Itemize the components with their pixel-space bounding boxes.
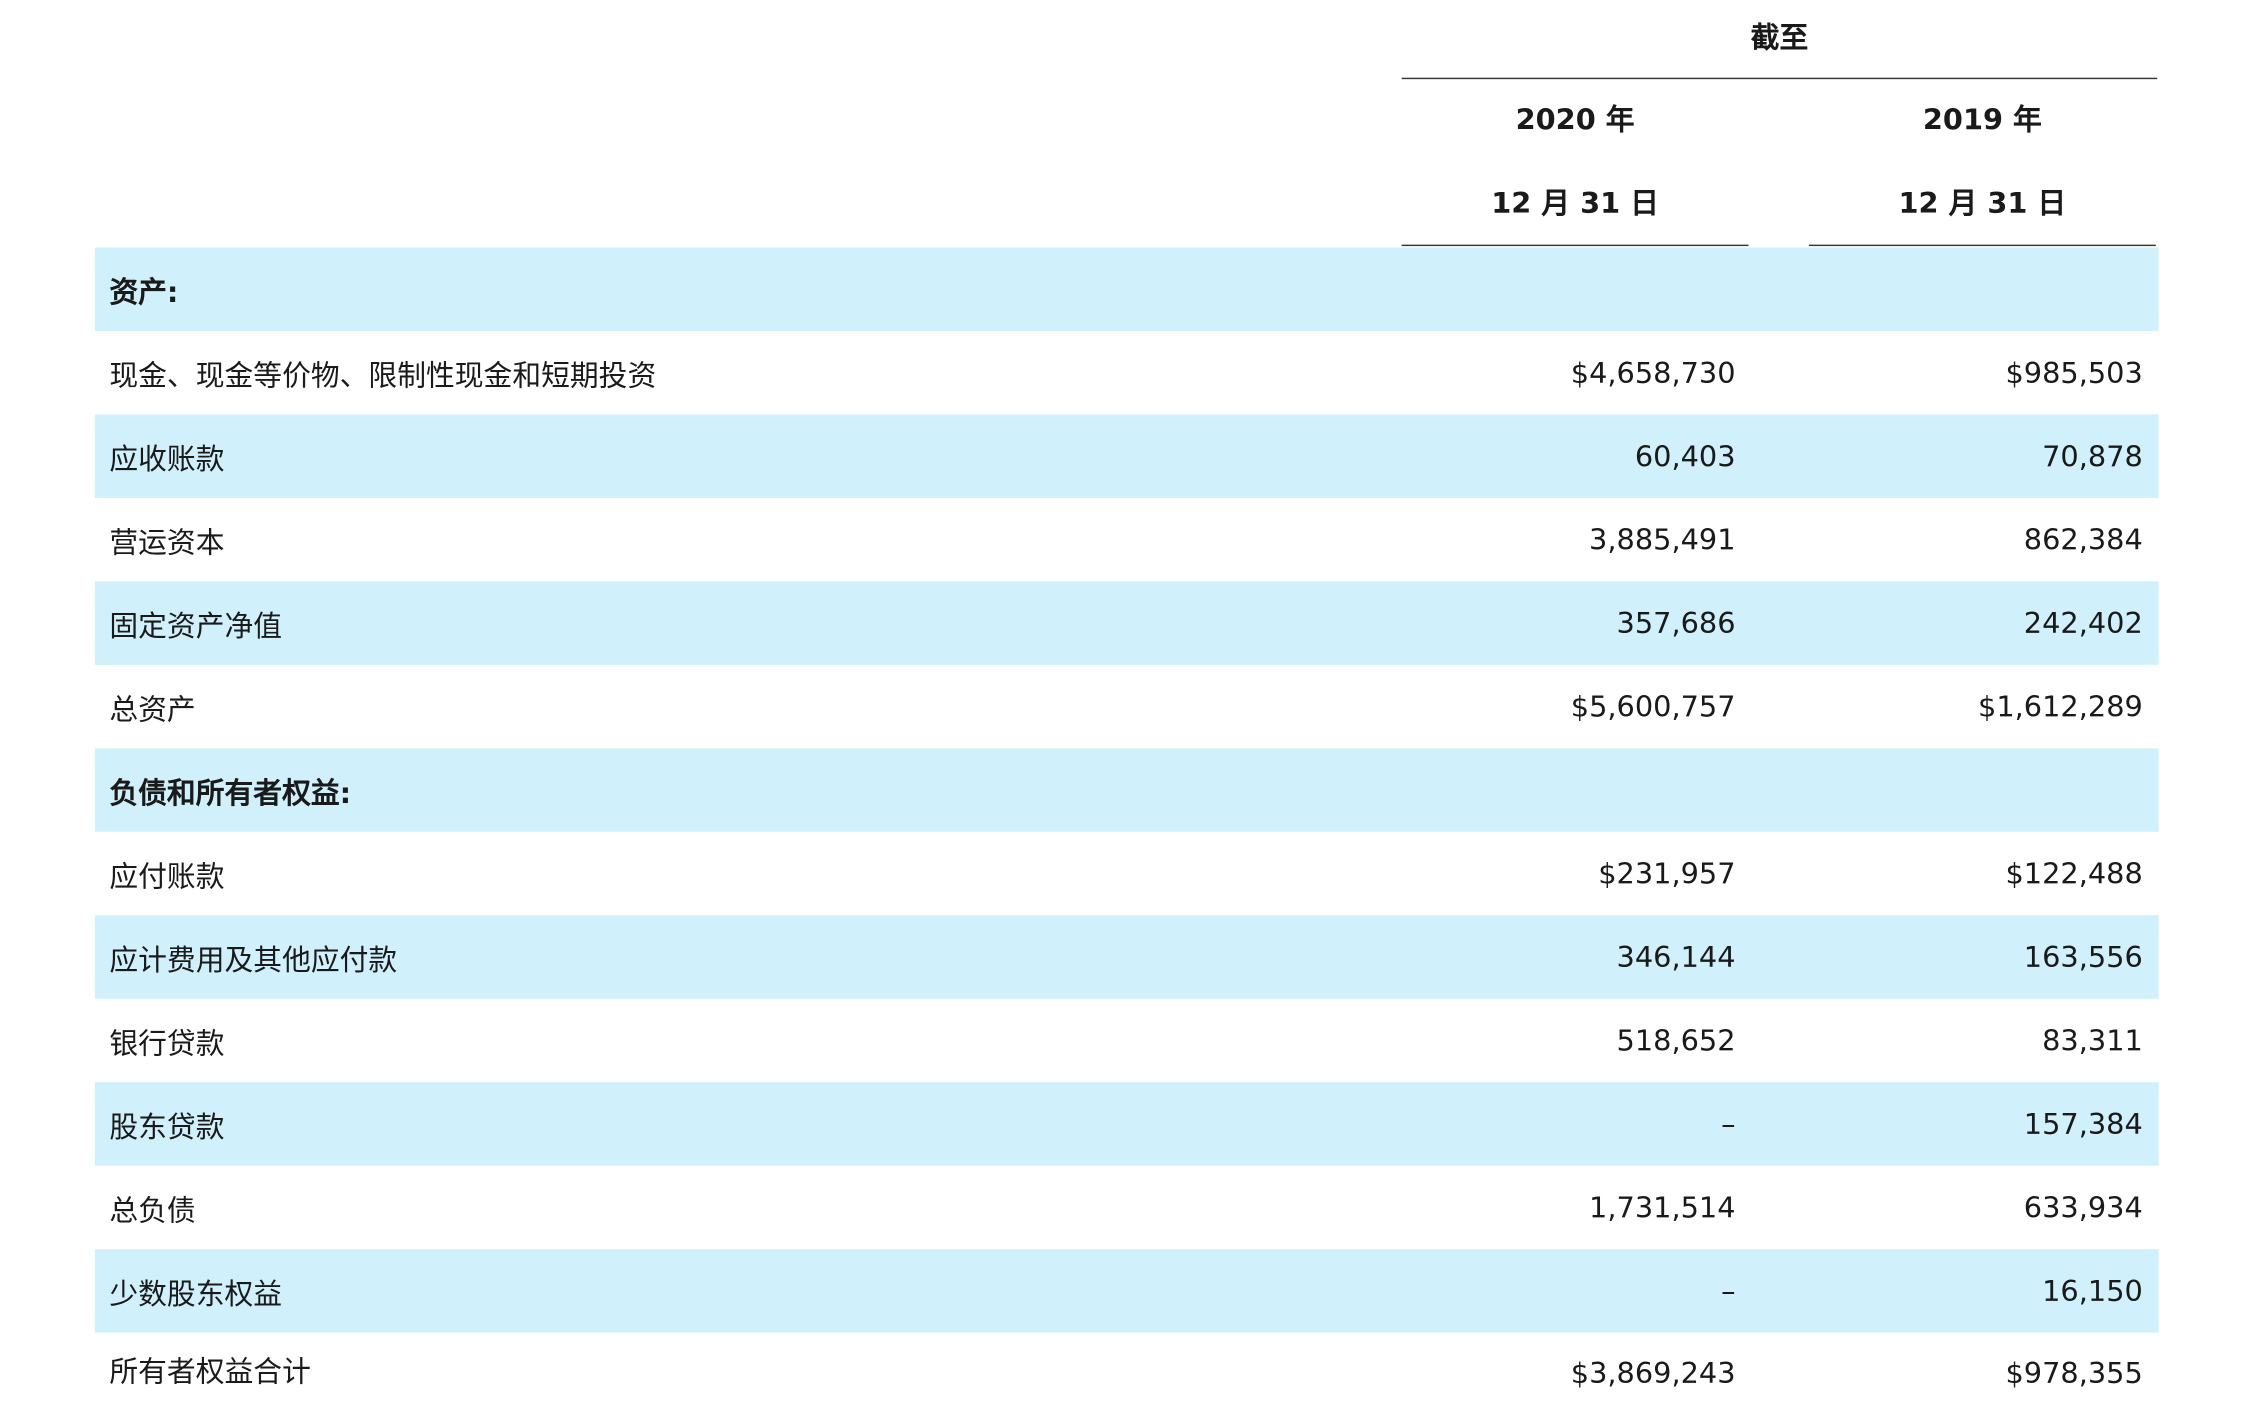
value-2019: 157,384 bbox=[2023, 1106, 2143, 1142]
row-label: 少数股东权益 bbox=[109, 1275, 283, 1311]
value-2020: 3,885,491 bbox=[1589, 522, 1736, 557]
section-header-assets: 资产: bbox=[94, 247, 2159, 331]
column-date: 12 月 31 日 bbox=[1898, 185, 2067, 221]
table-row: 应收账款 60,403 70,878 bbox=[94, 414, 2159, 498]
table-row: 营运资本 3,885,491 862,384 bbox=[95, 498, 2159, 581]
column-header-2019: 2019 年 12 月 31 日 bbox=[1809, 92, 2156, 230]
row-label: 营运资本 bbox=[109, 524, 225, 560]
column-year: 2019 年 bbox=[1922, 102, 2042, 137]
value-2019: 16,150 bbox=[2042, 1273, 2143, 1309]
table-row: 所有者权益合计 $3,869,243 $978,355 bbox=[95, 1333, 2159, 1391]
value-2020: – bbox=[1721, 1273, 1736, 1309]
value-2020: – bbox=[1721, 1106, 1736, 1142]
table-row: 总资产 $5,600,757 $1,612,289 bbox=[95, 665, 2159, 748]
value-2020: $5,600,757 bbox=[1570, 689, 1736, 724]
table-row: 总负债 1,731,514 633,934 bbox=[95, 1166, 2159, 1249]
value-2020: 60,403 bbox=[1634, 438, 1736, 474]
financial-table: 资产: 现金、现金等价物、限制性现金和短期投资 $4,658,730 $985,… bbox=[94, 247, 2159, 1391]
value-2019: 163,556 bbox=[2023, 939, 2143, 975]
value-2020: $4,658,730 bbox=[1570, 355, 1736, 390]
column-date: 12 月 31 日 bbox=[1491, 185, 1659, 221]
column-rule bbox=[1808, 244, 2156, 247]
row-label: 总负债 bbox=[109, 1192, 196, 1227]
value-2019: $122,488 bbox=[2005, 856, 2143, 891]
row-label: 总资产 bbox=[109, 691, 196, 727]
table-row: 银行贷款 518,652 83,311 bbox=[95, 999, 2159, 1082]
row-label: 银行贷款 bbox=[109, 1025, 225, 1060]
value-2019: $1,612,289 bbox=[1978, 689, 2143, 724]
row-label: 应收账款 bbox=[109, 441, 225, 476]
value-2019: 242,402 bbox=[2023, 605, 2143, 641]
row-label: 所有者权益合计 bbox=[109, 1354, 311, 1389]
value-2020: $3,869,243 bbox=[1570, 1355, 1736, 1391]
column-rule bbox=[1401, 244, 1749, 247]
as-of-heading: 截至 bbox=[1750, 20, 1809, 55]
column-header-group: 截至 2020 年 12 月 31 日 2019 年 12 月 31 日 bbox=[1401, 0, 2158, 248]
row-label: 股东贷款 bbox=[109, 1108, 225, 1144]
header-rule bbox=[1401, 77, 2158, 80]
value-2019: 70,878 bbox=[2042, 438, 2143, 474]
row-label: 负债和所有者权益: bbox=[109, 774, 352, 810]
value-2019: 83,311 bbox=[2042, 1023, 2143, 1058]
value-2020: $231,957 bbox=[1598, 856, 1736, 891]
table-row: 少数股东权益 – 16,150 bbox=[94, 1249, 2159, 1333]
table-row: 应计费用及其他应付款 346,144 163,556 bbox=[94, 915, 2159, 999]
row-label: 现金、现金等价物、限制性现金和短期投资 bbox=[109, 357, 657, 393]
row-label: 应计费用及其他应付款 bbox=[109, 941, 398, 977]
value-2019: $978,355 bbox=[2005, 1355, 2143, 1391]
table-row: 固定资产净值 357,686 242,402 bbox=[94, 581, 2159, 665]
table-row: 现金、现金等价物、限制性现金和短期投资 $4,658,730 $985,503 bbox=[95, 331, 2159, 414]
value-2019: 862,384 bbox=[2023, 522, 2143, 557]
row-label: 应付账款 bbox=[109, 858, 225, 893]
value-2020: 346,144 bbox=[1616, 939, 1736, 975]
value-2019: $985,503 bbox=[2005, 355, 2143, 390]
table-row: 股东贷款 – 157,384 bbox=[94, 1082, 2159, 1166]
table-row: 应付账款 $231,957 $122,488 bbox=[95, 832, 2159, 915]
section-header-liabilities-equity: 负债和所有者权益: bbox=[94, 748, 2159, 832]
value-2020: 357,686 bbox=[1616, 605, 1736, 641]
value-2019: 633,934 bbox=[2023, 1190, 2143, 1225]
column-header-2020: 2020 年 12 月 31 日 bbox=[1402, 92, 1749, 230]
value-2020: 1,731,514 bbox=[1589, 1190, 1736, 1225]
row-label: 固定资产净值 bbox=[109, 608, 283, 643]
column-year: 2020 年 bbox=[1515, 102, 1635, 137]
value-2020: 518,652 bbox=[1616, 1023, 1736, 1058]
row-label: 资产: bbox=[109, 274, 179, 309]
